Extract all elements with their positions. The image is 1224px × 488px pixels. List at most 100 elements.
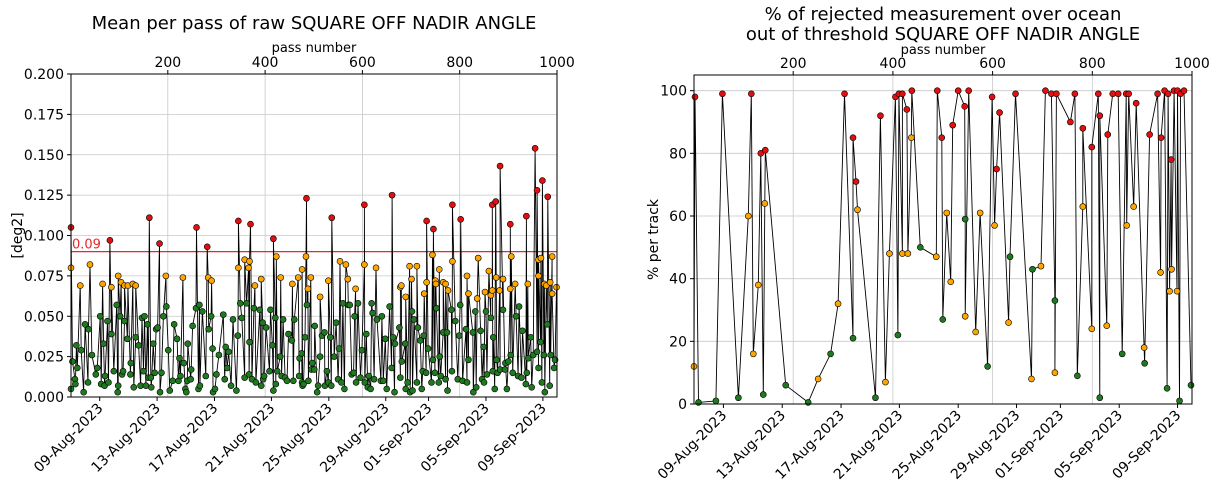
data-point [877,112,884,120]
data-point [1051,369,1059,376]
data-point [344,275,352,283]
data-point [548,290,556,297]
data-point [187,375,194,383]
data-point [550,364,558,372]
data-point [499,306,507,314]
data-point [307,274,315,281]
data-point [886,250,893,257]
data-point [361,201,368,209]
data-point [215,351,223,359]
data-point [524,280,532,288]
data-point [1130,203,1137,210]
data-point [259,319,266,327]
data-point [173,335,181,343]
data-point [127,371,134,378]
data-point [223,364,231,372]
data-point [1125,90,1132,98]
data-point [507,253,515,260]
data-point [1154,90,1161,98]
data-point [328,214,336,222]
data-point [546,279,554,286]
data-point [108,330,115,338]
data-point [105,379,112,386]
data-point [473,295,481,302]
data-point [537,338,544,346]
data-point [509,369,517,377]
data-point [1079,203,1087,210]
data-point [378,312,386,320]
data-point [1074,372,1081,380]
data-point [391,388,398,396]
data-point [522,380,530,388]
y-tick-label: 0.100 [24,229,64,245]
data-point [308,359,316,367]
data-point [77,346,85,354]
data-point [132,282,140,289]
data-point [991,222,998,229]
data-point [1006,253,1014,261]
data-point [1167,156,1175,163]
data-point [457,216,464,223]
data-point [234,332,242,339]
data-point [988,93,996,101]
data-point [448,306,455,314]
data-point [295,372,303,380]
data-point [189,322,196,330]
data-point [149,340,157,348]
data-point [1028,375,1035,383]
data-point [207,312,215,320]
data-point [444,287,452,294]
data-point [485,267,493,275]
data-point [429,251,436,259]
data-point [493,356,500,364]
data-point [180,359,188,367]
data-point [100,340,107,348]
data-point [202,372,210,380]
data-point [222,343,230,351]
data-point [208,277,215,285]
data-point [80,388,87,396]
data-point [489,333,497,341]
data-point [283,377,291,385]
data-point [361,379,369,386]
data-point [408,275,415,283]
data-point [524,354,532,362]
data-point [367,385,374,393]
y-tick-label: 0.175 [24,107,64,123]
data-point [436,353,444,360]
data-point [205,325,212,333]
data-point [199,308,206,315]
data-point [519,327,526,335]
data-point [540,351,548,359]
data-point [352,285,359,293]
data-point [373,316,381,323]
data-point [176,354,183,362]
data-point [73,342,80,349]
top-x-tick-label: 200 [154,55,181,71]
top-x-tick-label: 1000 [1174,56,1210,72]
data-point [904,250,912,257]
data-point [257,275,265,283]
data-point [269,342,276,349]
data-point [420,332,428,339]
data-point [943,209,951,217]
data-point [187,366,195,373]
data-point [147,374,155,381]
data-point [163,303,170,310]
data-point [841,90,848,98]
data-point [418,385,426,393]
data-point [965,87,972,94]
data-point [404,379,411,386]
data-point [326,333,334,341]
data-point [1118,350,1126,358]
data-point [350,369,357,377]
data-point [276,353,284,360]
data-point [335,345,343,352]
data-point [141,312,148,320]
data-point [351,312,358,320]
top-x-tick-label: 400 [252,55,279,71]
data-point [147,384,155,391]
data-point [104,317,111,325]
data-point [290,316,298,323]
data-point [311,322,319,330]
